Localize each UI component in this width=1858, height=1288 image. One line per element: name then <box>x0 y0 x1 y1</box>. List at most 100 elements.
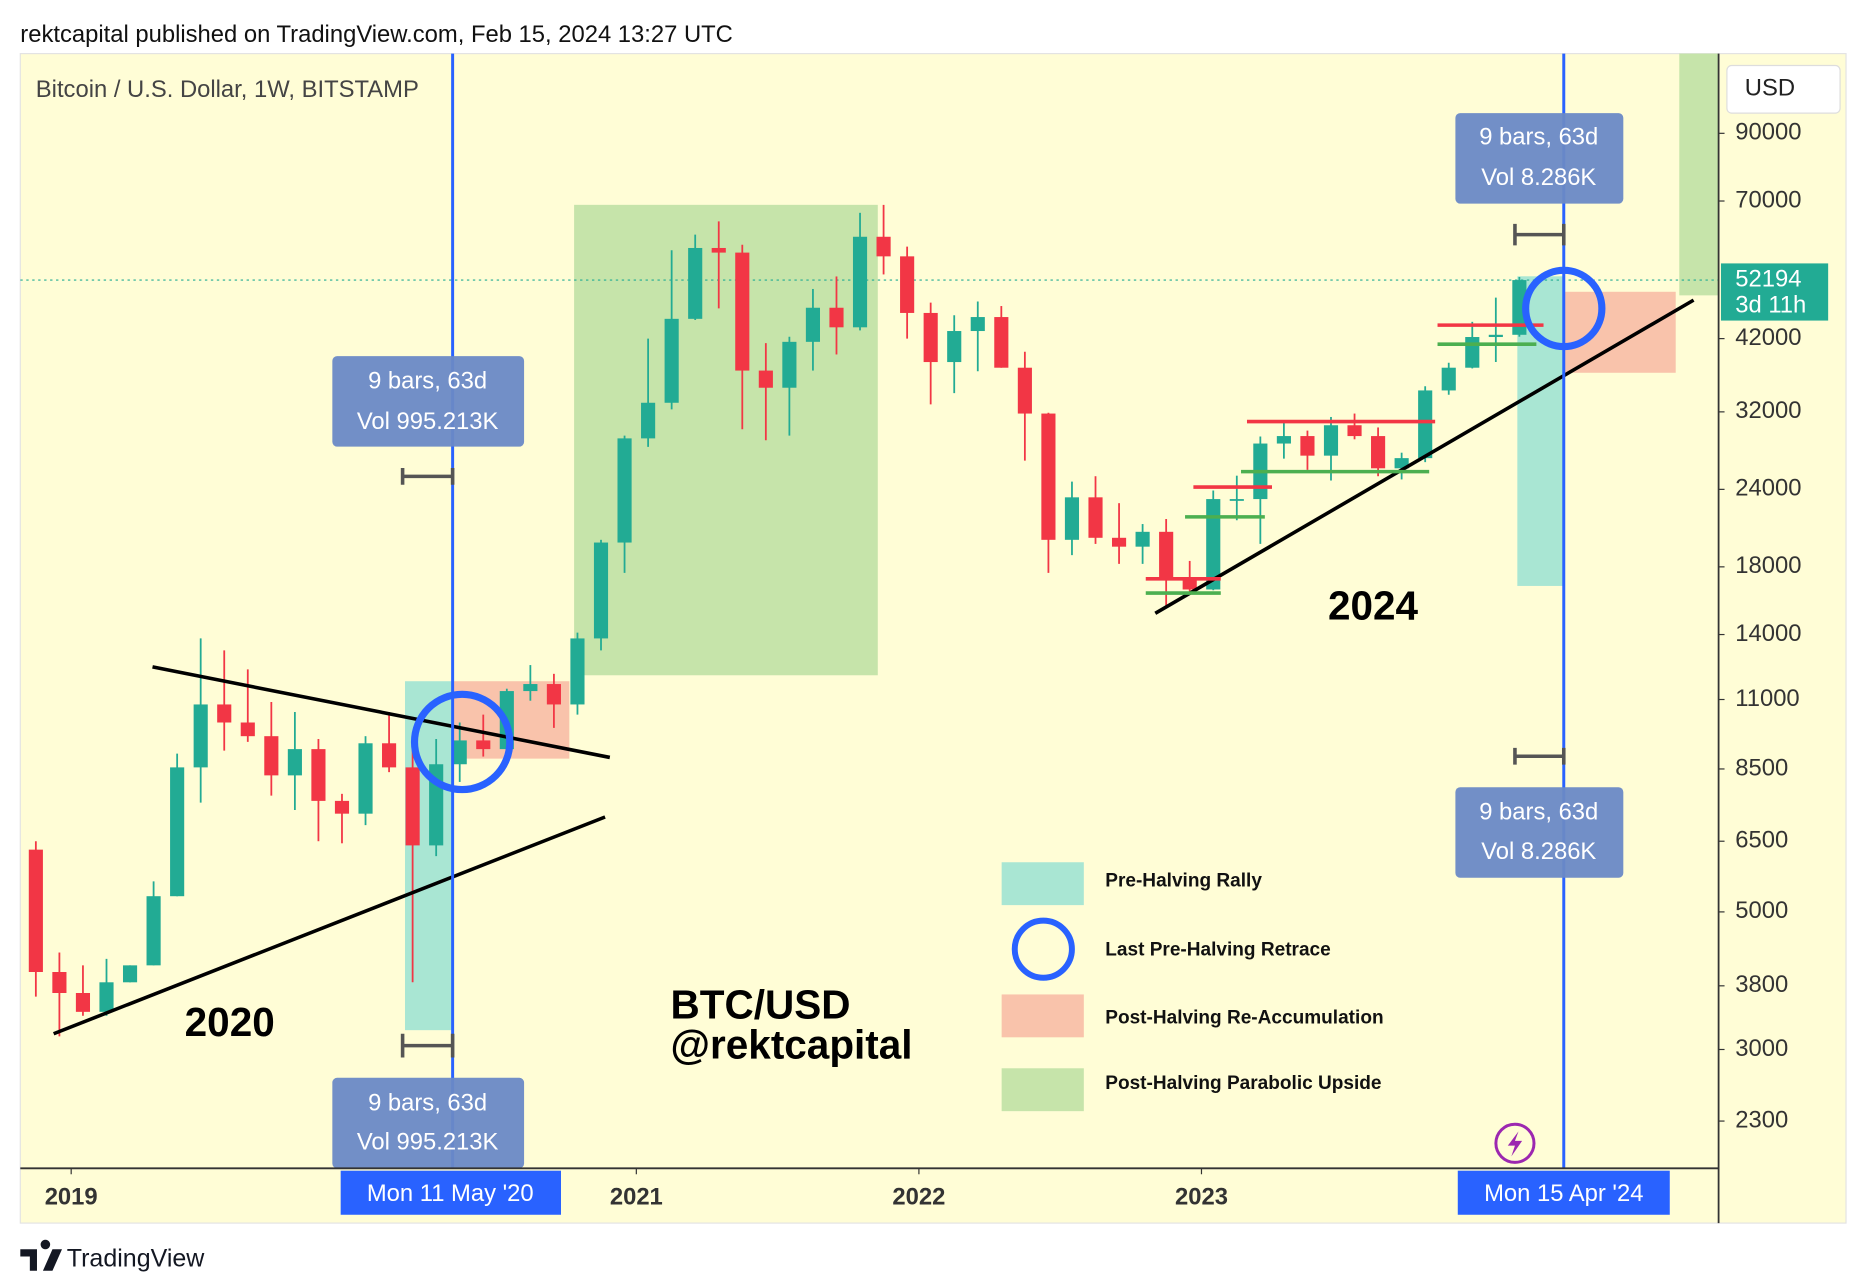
candle-body <box>523 684 538 692</box>
candle-body <box>1064 497 1080 540</box>
legend-swatch <box>1001 994 1084 1038</box>
y-tick-label: 11000 <box>1735 685 1799 712</box>
candle-body <box>476 740 491 750</box>
legend-label: Post-Halving Re-Accumulation <box>1105 1007 1383 1028</box>
date-label: Mon 11 May '20 <box>367 1180 534 1207</box>
candle-body <box>1441 367 1456 391</box>
footer-brand: TradingView <box>67 1245 206 1273</box>
measure-vol: Vol 995.213K <box>357 1129 499 1156</box>
range-marker <box>400 1033 455 1058</box>
x-tick-label: 2021 <box>610 1183 663 1210</box>
candle-body <box>782 341 797 388</box>
y-tick-label: 3000 <box>1735 1035 1788 1062</box>
measure-vol: Vol 8.286K <box>1481 838 1596 865</box>
candle-body <box>570 638 585 705</box>
y-tick-label: 5000 <box>1735 897 1788 924</box>
parabolic-zone <box>1679 53 1719 296</box>
candle-body <box>382 743 397 768</box>
candle-body <box>452 740 467 765</box>
measure-bars: 9 bars, 63d <box>368 368 487 395</box>
candle-body <box>1111 537 1127 547</box>
candle-body <box>829 307 844 328</box>
candle-body <box>1465 337 1480 368</box>
candle-body <box>52 972 67 994</box>
countdown-label: 3d 11h <box>1735 292 1806 319</box>
measure-box <box>332 356 525 447</box>
candle-body <box>805 307 821 342</box>
candle-body <box>900 256 915 313</box>
candle-body <box>593 542 609 639</box>
candle-body <box>688 247 703 319</box>
legend-label: Last Pre-Halving Retrace <box>1105 939 1330 960</box>
candle-body <box>664 318 679 403</box>
range-marker <box>1513 747 1566 765</box>
range-marker <box>1513 223 1566 246</box>
y-tick-label: 6500 <box>1735 827 1788 854</box>
y-tick-label: 8500 <box>1735 754 1788 781</box>
candle-body <box>947 331 962 363</box>
candle-body <box>1418 390 1433 459</box>
measure-vol: Vol 8.286K <box>1481 164 1596 191</box>
measure-box <box>1455 787 1624 878</box>
legend-swatch <box>1011 917 1075 981</box>
date-label-box <box>340 1170 561 1215</box>
candle-body <box>711 247 726 253</box>
candle-body <box>1017 367 1032 414</box>
annotation: @rektcapital <box>671 1022 913 1068</box>
legend-label: Post-Halving Parabolic Upside <box>1105 1073 1381 1094</box>
candle-body <box>1512 280 1527 335</box>
candle-body <box>358 743 373 814</box>
legend-swatch <box>1001 862 1084 906</box>
candle-body <box>287 749 302 776</box>
candle-body <box>1394 458 1409 469</box>
x-tick-label: 2023 <box>1175 1183 1228 1210</box>
candle-body <box>75 993 91 1012</box>
annotation: 2024 <box>1328 582 1419 628</box>
measure-vol: Vol 995.213K <box>357 408 499 435</box>
y-tick-label: 24000 <box>1735 475 1801 502</box>
candle-body <box>217 704 232 723</box>
candle-body <box>923 312 938 363</box>
annotation: BTC/USD <box>671 981 851 1027</box>
candle-body <box>641 402 656 439</box>
y-tick-label: 32000 <box>1735 397 1801 424</box>
last-price-box <box>1720 263 1829 321</box>
tv-logo <box>20 1239 62 1271</box>
candle-body <box>405 767 420 846</box>
retrace-ring <box>1522 266 1606 351</box>
chart-frame <box>19 52 1847 1224</box>
candle-body <box>617 438 632 543</box>
candle-body <box>146 896 161 966</box>
alert-icon-bolt <box>1507 1131 1523 1157</box>
candle-body <box>1041 413 1056 540</box>
axis-layer: 2019 2021 2022 2023 <box>20 132 1725 1210</box>
last-price-label: 52194 <box>1735 265 1801 292</box>
candle-body <box>1206 499 1221 590</box>
candle-body <box>1135 531 1150 547</box>
retrace-ring <box>410 690 514 794</box>
currency-label: USD <box>1745 75 1795 102</box>
candle-body <box>1276 436 1291 444</box>
legend: Pre-Halving Rally Last Pre-Halving Retra… <box>1001 862 1384 1112</box>
candle-body <box>994 317 1009 368</box>
trend-line <box>152 665 611 760</box>
candle-body <box>240 722 255 737</box>
candle-body <box>970 317 985 332</box>
candle-body <box>122 965 138 983</box>
candle-body <box>99 982 114 1012</box>
measure-box <box>1455 113 1624 204</box>
candle-body <box>1323 425 1339 456</box>
currency-button[interactable] <box>1726 64 1841 114</box>
candle-body <box>876 236 891 257</box>
legend-swatch <box>1001 1068 1084 1112</box>
candle-body <box>264 736 279 776</box>
header: rektcapital published on TradingView.com… <box>20 21 733 48</box>
candle-body <box>1088 497 1103 538</box>
measure-bars: 9 bars, 63d <box>1479 123 1598 150</box>
candle-body <box>852 236 868 328</box>
y-tick-label: 2300 <box>1735 1106 1788 1133</box>
candle-body <box>1347 425 1362 437</box>
alert-icon[interactable] <box>1494 1122 1536 1164</box>
date-label: Mon 15 Apr '24 <box>1484 1180 1643 1207</box>
